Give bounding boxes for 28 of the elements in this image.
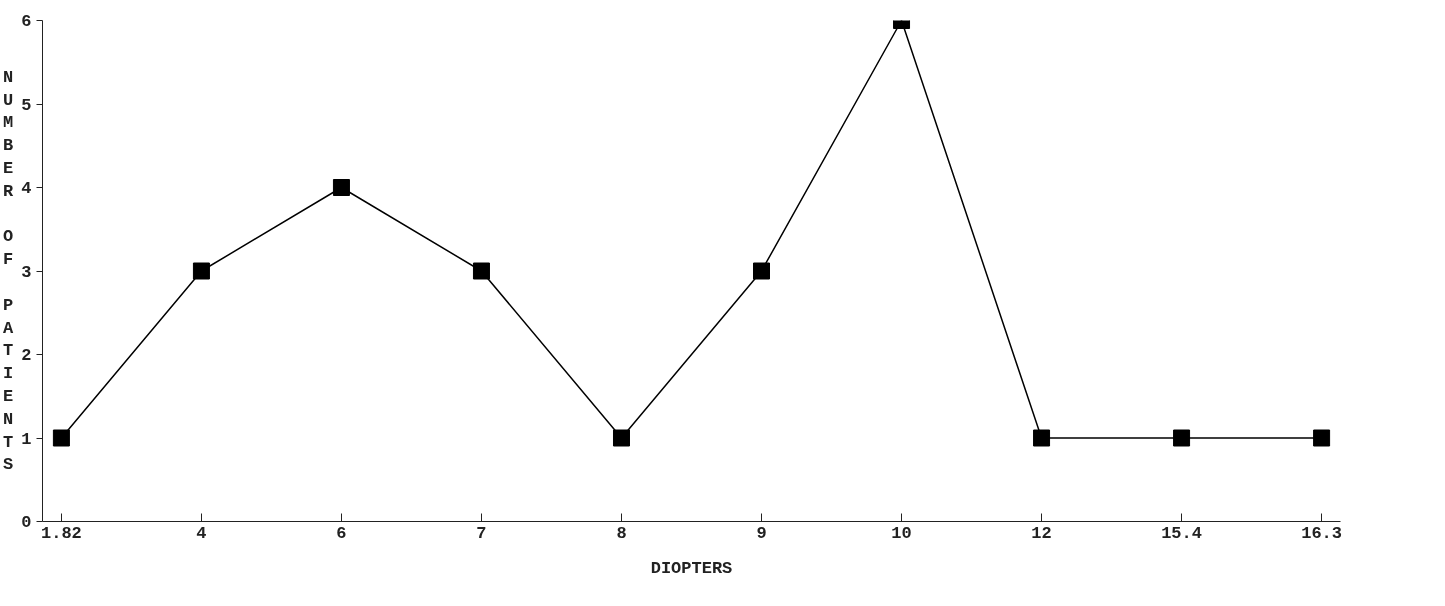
x-tick-label: 16.3 <box>1301 523 1343 543</box>
x-tick-label: 9 <box>756 523 767 543</box>
x-tick-label: 12 <box>1031 523 1052 543</box>
x-axis-title: DIOPTERS <box>650 558 733 578</box>
y-tick-label: 4 <box>21 179 32 198</box>
y-tick-label: 2 <box>21 346 32 365</box>
x-tick-label: 6 <box>336 523 347 543</box>
x-tick-label: 4 <box>196 523 207 543</box>
y-tick-label: 6 <box>21 12 32 31</box>
point <box>753 262 771 280</box>
point <box>1033 429 1051 447</box>
text: NUMBER OF PATIENTS <box>3 67 14 475</box>
x-tick-label: 10 <box>891 523 912 543</box>
y-tick-label: 5 <box>21 95 32 115</box>
y-tick-label: 0 <box>21 513 32 532</box>
point <box>52 429 70 447</box>
point <box>472 262 490 280</box>
x-tick-label: 15.4 <box>1161 523 1202 543</box>
y-tick-label: 1 <box>21 429 32 449</box>
point <box>612 429 630 447</box>
x-tick-label: 1.82 <box>41 523 82 543</box>
point <box>1173 429 1191 447</box>
point <box>332 179 350 196</box>
y-tick-label: 3 <box>21 262 32 282</box>
x-tick-label: 7 <box>476 523 487 543</box>
point <box>192 262 210 280</box>
x-tick-label: 8 <box>616 523 627 543</box>
point <box>1313 429 1331 447</box>
